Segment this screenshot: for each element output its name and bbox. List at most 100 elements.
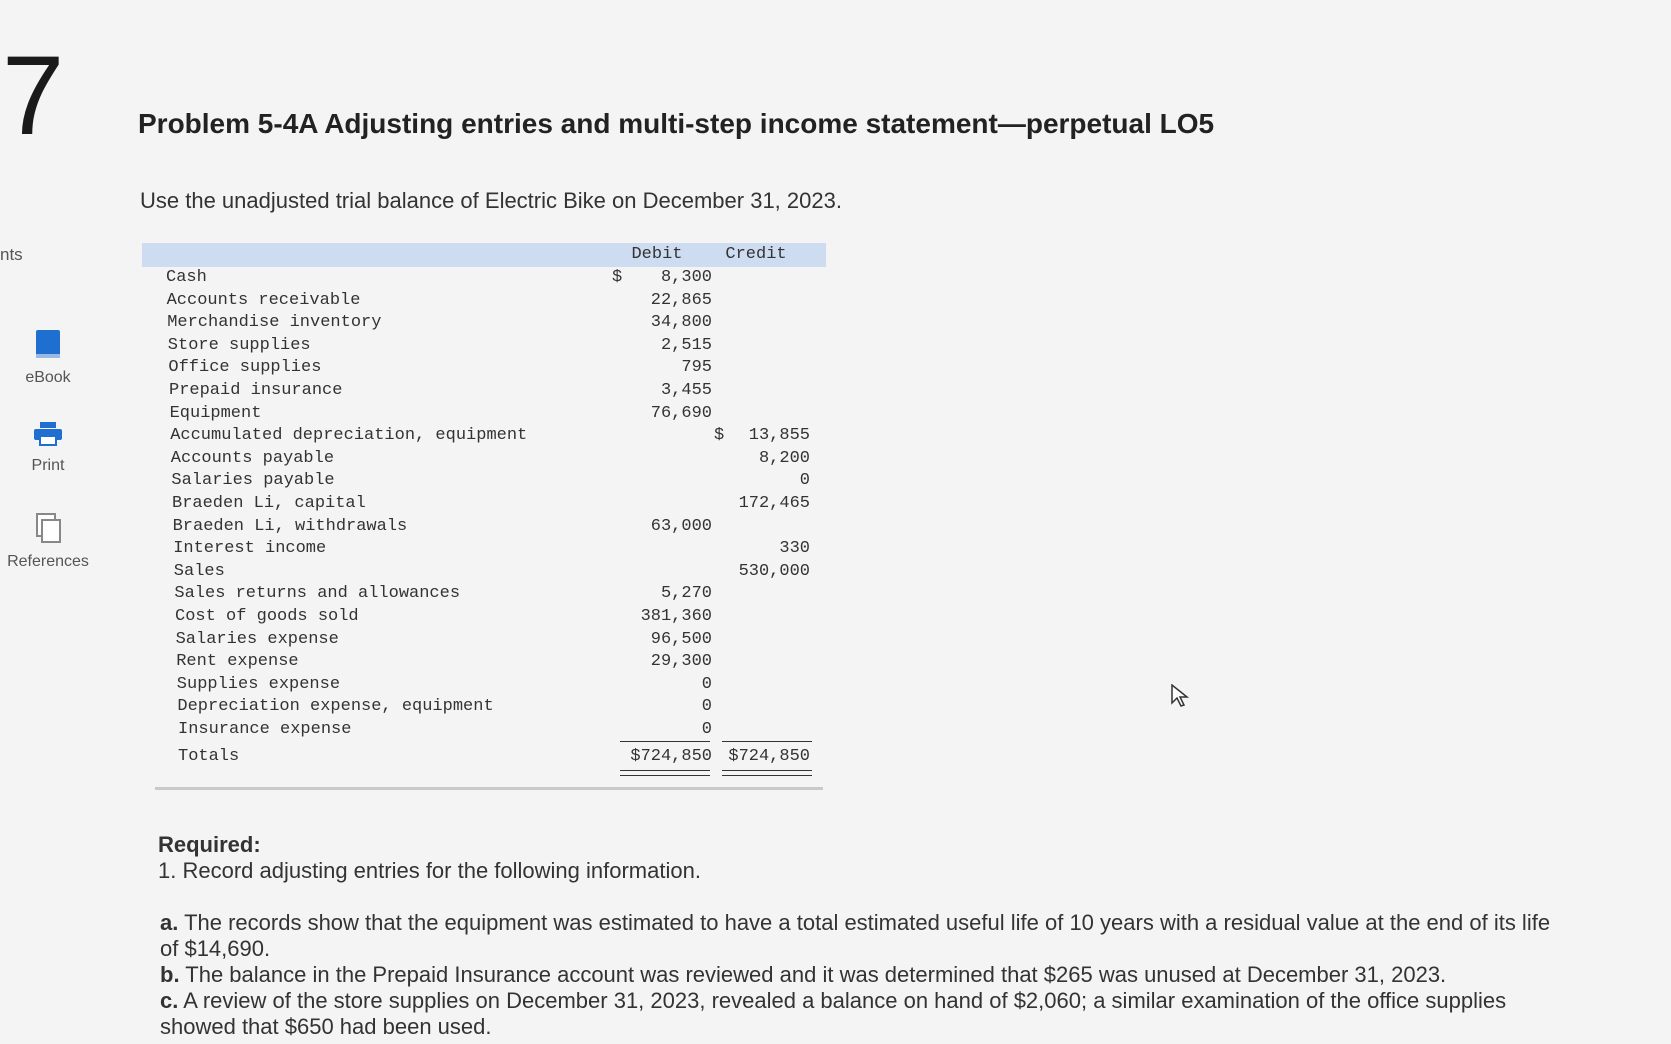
account-name: Cost of goods sold: [175, 607, 359, 626]
mouse-cursor-icon: [1171, 683, 1190, 713]
credit-sum-rule: [722, 741, 812, 742]
account-name: Cash: [166, 268, 207, 287]
debit-value: 0: [701, 720, 712, 739]
sidebar-cut-label: nts: [0, 245, 23, 264]
credit-value: 8,200: [758, 448, 810, 468]
table-row: Cost of goods sold 381,360: [142, 606, 826, 628]
question-number: 7: [2, 33, 65, 158]
table-row: Accumulated depreciation, equipment $13,8…: [142, 425, 826, 447]
credit-value: 530,000: [738, 561, 810, 581]
item-text: A review of the store supplies on Decemb…: [160, 988, 1507, 1039]
credit-header: Credit: [725, 245, 787, 264]
account-name: Sales: [173, 561, 225, 581]
table-row: Braeden Li, capital 172,465: [142, 493, 826, 515]
account-name: Braeden Li, capital: [172, 494, 366, 513]
debit-value: 2,515: [660, 335, 712, 355]
account-name: Equipment: [169, 403, 262, 423]
table-row: Office supplies 795: [142, 357, 826, 379]
copy-icon: [4, 512, 92, 549]
required-section: Required: 1. Record adjusting entries fo…: [158, 832, 701, 884]
problem-intro: Use the unadjusted trial balance of Elec…: [140, 188, 842, 213]
table-header: Debit Credit: [142, 243, 826, 267]
totals-label: Totals: [178, 747, 240, 766]
account-name: Depreciation expense, equipment: [177, 697, 494, 717]
account-name: Accumulated depreciation, equipment: [170, 426, 528, 446]
debit-value: 96,500: [650, 629, 712, 649]
item-text: The balance in the Prepaid Insurance acc…: [185, 962, 1447, 987]
sidebar-item-ebook[interactable]: eBook: [4, 328, 92, 387]
table-row: Accounts payable 8,200: [142, 448, 826, 470]
debit-value: 34,800: [650, 313, 712, 333]
table-row: Supplies expense 0: [142, 674, 826, 696]
debit-value: 76,690: [650, 403, 712, 423]
account-name: Office supplies: [168, 358, 322, 378]
table-row: Depreciation expense, equipment 0: [142, 696, 826, 718]
table-row: Merchandise inventory 34,800: [142, 312, 826, 334]
adjustment-item-b: b. The balance in the Prepaid Insurance …: [160, 962, 1560, 988]
debit-currency-symbol: $: [612, 268, 623, 287]
sidebar-item-print[interactable]: Print: [4, 420, 92, 475]
account-name: Sales returns and allowances: [174, 584, 461, 604]
required-step1: 1. Record adjusting entries for the foll…: [158, 858, 701, 883]
account-name: Accounts receivable: [166, 290, 361, 310]
account-name: Supplies expense: [176, 674, 341, 694]
totals-debit: $724,850: [630, 747, 712, 766]
credit-value: 330: [779, 539, 810, 559]
adjustment-item-c: c. A review of the store supplies on Dec…: [160, 988, 1560, 1040]
account-name: Rent expense: [176, 652, 299, 672]
debit-value: 3,455: [660, 381, 712, 400]
credit-currency-symbol: $: [714, 426, 725, 446]
debit-value: 795: [681, 358, 712, 378]
account-name: Accounts payable: [170, 448, 335, 468]
table-row: Cash $8,300: [142, 267, 826, 289]
account-name: Braeden Li, withdrawals: [172, 516, 408, 536]
credit-value: 172,465: [738, 494, 810, 513]
trial-balance-table: Debit Credit Cash $8,300 Accounts receivab…: [142, 243, 826, 788]
debit-value: 0: [701, 697, 712, 717]
table-row: Salaries expense 96,500: [142, 629, 826, 651]
item-letter: a.: [160, 910, 179, 935]
table-row: Interest income 330: [142, 538, 826, 560]
totals-credit: $724,850: [728, 747, 810, 766]
account-name: Prepaid insurance: [169, 381, 343, 400]
account-name: Interest income: [173, 539, 327, 559]
sidebar-item-references[interactable]: References: [4, 512, 92, 571]
table-row: Sales returns and allowances 5,270: [142, 583, 826, 605]
debit-value: 5,270: [660, 584, 712, 604]
table-row: Rent expense 29,300: [142, 651, 826, 673]
book-icon: [4, 328, 92, 365]
table-row: Prepaid insurance 3,455: [142, 380, 826, 402]
item-letter: c.: [160, 988, 179, 1013]
table-bottom-border: [155, 787, 823, 790]
table-row: Sales 530,000: [142, 561, 826, 583]
debit-value: 29,300: [650, 652, 712, 672]
table-row: Braeden Li, withdrawals 63,000: [142, 516, 826, 538]
table-row: Insurance expense 0: [142, 719, 826, 741]
totals-row: Totals $724,850 $724,850: [142, 746, 826, 768]
debit-value: 381,360: [640, 607, 712, 626]
table-row: Store supplies 2,515: [142, 335, 826, 357]
debit-header: Debit: [631, 245, 683, 264]
adjustment-item-a: a. The records show that the equipment w…: [160, 910, 1560, 962]
debit-value: 22,865: [650, 290, 712, 310]
debit-value: 0: [701, 674, 712, 694]
credit-double-rule: [722, 770, 812, 776]
account-name: Insurance expense: [178, 720, 352, 739]
sidebar-item-label: Print: [31, 457, 65, 474]
account-name: Store supplies: [167, 335, 311, 355]
account-name: Salaries expense: [175, 629, 339, 649]
problem-title: Problem 5-4A Adjusting entries and multi…: [138, 108, 1215, 139]
debit-sum-rule: [620, 741, 710, 742]
debit-value: 8,300: [660, 268, 712, 287]
table-row: Salaries payable 0: [142, 470, 826, 492]
item-letter: b.: [160, 962, 180, 987]
debit-double-rule: [620, 770, 710, 776]
table-row: Accounts receivable 22,865: [142, 290, 826, 312]
sidebar-item-label: eBook: [25, 369, 71, 386]
account-name: Salaries payable: [171, 471, 335, 491]
printer-icon: [4, 420, 92, 453]
item-text: The records show that the equipment was …: [160, 910, 1551, 961]
debit-value: 63,000: [650, 516, 712, 536]
adjustment-items: a. The records show that the equipment w…: [160, 910, 1560, 1040]
sidebar-item-label: References: [7, 553, 89, 570]
